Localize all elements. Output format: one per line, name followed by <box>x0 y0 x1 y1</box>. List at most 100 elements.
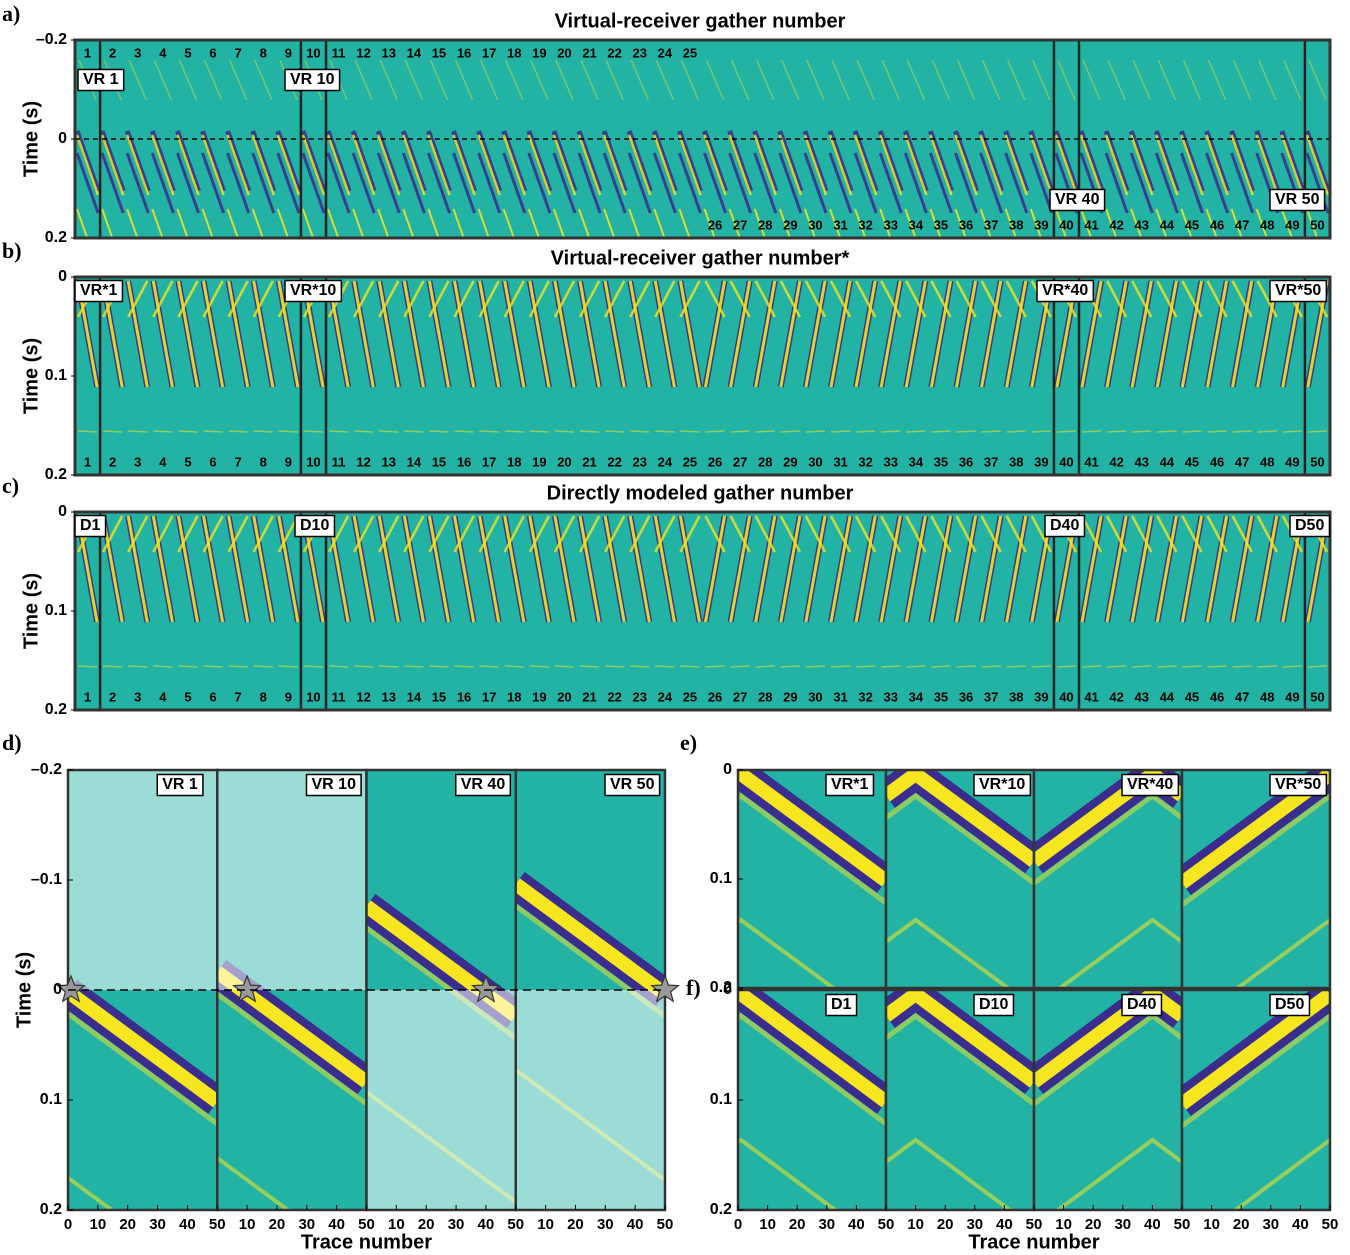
x-tick-label: 50 <box>1322 1216 1339 1233</box>
wavefront <box>579 665 600 668</box>
wavefront <box>228 59 248 101</box>
wavefront <box>552 152 577 214</box>
gather-number: 37 <box>984 217 998 232</box>
label-box <box>1269 993 1311 1017</box>
wavefront <box>1232 430 1252 433</box>
x-tick-label: 50 <box>657 1216 674 1233</box>
wavefront <box>704 515 726 553</box>
gather-number: 7 <box>235 689 242 704</box>
label-box <box>1121 993 1163 1017</box>
wavefront <box>729 280 751 318</box>
wavefront <box>955 280 977 318</box>
y-axis-label: Time (s) <box>20 573 42 649</box>
gather-number: 16 <box>457 45 471 60</box>
wavefront <box>829 208 842 238</box>
wavefront <box>68 1011 218 1126</box>
wavefront <box>1130 515 1153 623</box>
wavefront <box>777 130 804 192</box>
wavefront <box>1105 515 1128 623</box>
panel-label: VR*50 <box>1275 282 1321 299</box>
wavefront <box>452 152 477 214</box>
wavefront <box>630 59 649 101</box>
wavefront <box>829 280 852 388</box>
wavefront <box>704 515 727 623</box>
wavefront <box>478 515 501 623</box>
wavefront <box>1305 208 1319 238</box>
wavefront <box>553 515 576 553</box>
gather-number: 35 <box>934 689 948 704</box>
seismic-image <box>75 515 1330 668</box>
wavefront <box>1004 134 1028 196</box>
wavefront <box>1254 130 1281 192</box>
wavefront <box>454 59 474 101</box>
wavefront <box>955 280 978 388</box>
wavefront <box>1232 59 1252 101</box>
wavefront <box>1031 430 1051 433</box>
wavefront <box>101 208 114 238</box>
wavefront <box>128 665 148 668</box>
wavefront <box>955 515 977 553</box>
gather-number: 35 <box>934 217 948 232</box>
wavefront <box>1054 1137 1182 1210</box>
gather-number: 4 <box>159 689 167 704</box>
wavefront <box>579 430 600 433</box>
wavefront <box>1031 665 1051 668</box>
wavefront <box>228 430 248 433</box>
gather-number: 31 <box>833 689 847 704</box>
gather-number: 41 <box>1084 689 1098 704</box>
wavefront <box>904 515 927 623</box>
wavefront <box>1129 152 1154 214</box>
wavefront <box>678 280 701 388</box>
wavefront <box>379 430 399 433</box>
wavefront <box>377 208 390 238</box>
wavefront <box>956 665 976 668</box>
subplot-frame <box>1180 988 1332 1212</box>
wavefront <box>503 515 525 553</box>
wavefront <box>1131 515 1153 553</box>
label-box <box>1049 188 1106 212</box>
wavefront <box>981 430 1001 433</box>
panel-title: Virtual-receiver gather number* <box>551 247 850 269</box>
wavefront <box>652 152 677 214</box>
wavefront <box>153 430 173 433</box>
x-tick-label: 20 <box>269 1216 286 1233</box>
wavefront <box>1230 134 1254 196</box>
wavefront <box>931 430 951 433</box>
wavefront <box>527 208 541 238</box>
wavefront <box>954 208 967 238</box>
wavefront <box>1032 59 1051 101</box>
gather-number: 48 <box>1260 454 1274 469</box>
wavefront <box>478 515 500 553</box>
gather-number: 3 <box>134 689 141 704</box>
gather-number: 38 <box>1009 217 1023 232</box>
gather-number: 9 <box>285 45 292 60</box>
gather-number: 7 <box>235 45 242 60</box>
wavefront <box>478 280 501 388</box>
wavefront <box>654 280 676 318</box>
wavefront <box>626 130 653 192</box>
wavefront <box>503 280 525 318</box>
wavefront <box>379 665 399 668</box>
wavefront <box>578 208 591 238</box>
wavefront <box>454 430 474 433</box>
source-star <box>470 974 501 1003</box>
wavefront <box>1279 130 1306 192</box>
gather-number: 5 <box>184 45 191 60</box>
gather-number: 12 <box>356 45 370 60</box>
wavefront <box>1081 430 1102 433</box>
gather-number: 50 <box>1310 454 1324 469</box>
wavefront <box>829 515 852 623</box>
wavefront <box>153 59 173 101</box>
gather-number: 21 <box>582 689 596 704</box>
panel-label: D50 <box>1275 996 1304 1013</box>
wavefront <box>175 152 200 214</box>
y-tick-label: –0.1 <box>31 871 62 888</box>
wavefront <box>504 665 524 668</box>
muted-overlay <box>217 770 367 990</box>
wavefront <box>778 208 792 238</box>
y-tick-label: 0.1 <box>40 1091 62 1108</box>
panel-label: VR 1 <box>162 776 198 793</box>
wavefront <box>603 515 626 553</box>
wavefront <box>1157 665 1177 668</box>
wavefront <box>729 280 752 388</box>
